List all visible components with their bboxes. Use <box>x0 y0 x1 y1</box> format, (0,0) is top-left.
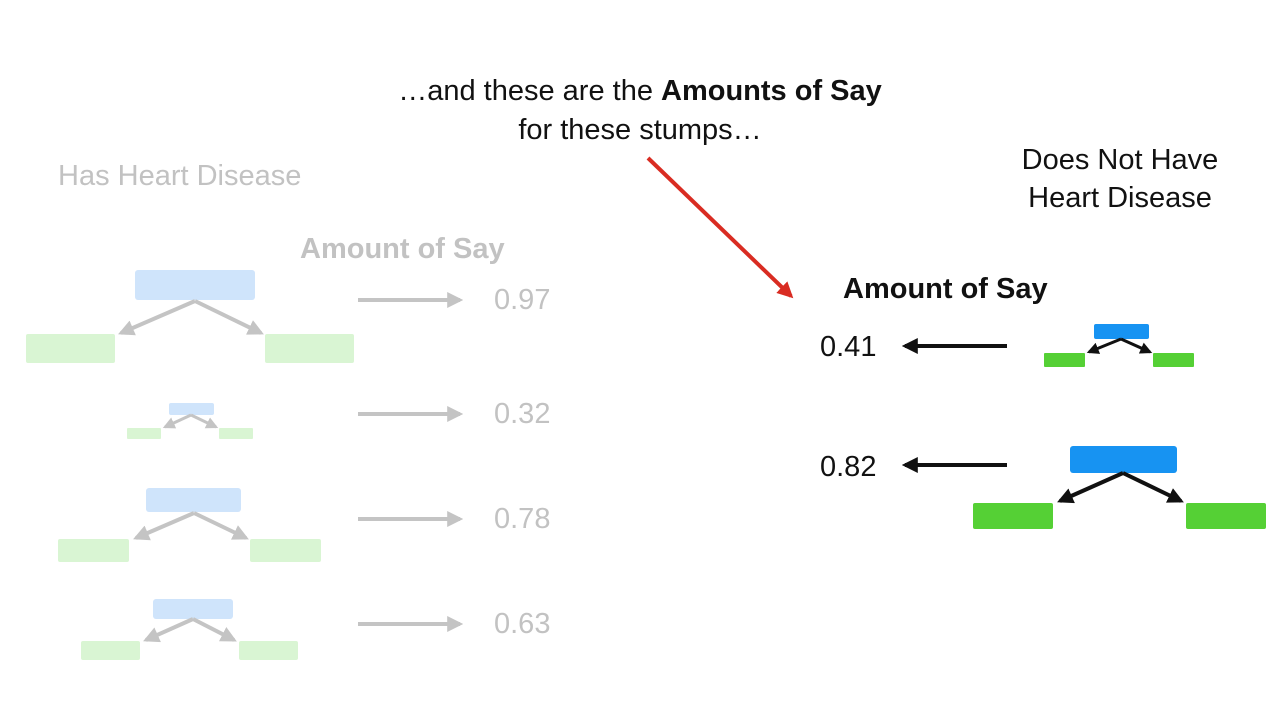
stump-root-node <box>169 403 214 415</box>
pointer-arrow <box>646 156 794 299</box>
stump-branch-arrow <box>162 413 192 429</box>
title-line-1: Does Not Have <box>1021 144 1219 176</box>
stump-leaf-node <box>239 641 298 660</box>
stump-leaf-node <box>1186 503 1266 529</box>
stump-root-node <box>153 599 233 619</box>
left-stump-1 <box>26 270 354 363</box>
stump-root-node <box>146 488 241 512</box>
stump-leaf-node <box>1153 353 1194 367</box>
stump-leaf-node <box>1044 353 1085 367</box>
stump-branch-arrow <box>1120 337 1153 354</box>
stump-leaf-node <box>81 641 140 660</box>
annotation-text: …and these are the Amounts of Say for th… <box>340 72 940 150</box>
left-say-value-2: 0.32 <box>494 398 551 430</box>
stump-branch-arrow <box>1086 337 1122 354</box>
left-say-value-3: 0.78 <box>494 503 551 535</box>
stump-branch-arrow <box>190 413 219 429</box>
stump-branch-arrow <box>143 617 194 643</box>
right-stump-2 <box>973 446 1266 529</box>
right-say-value-1: 0.41 <box>820 331 877 363</box>
stump-leaf-node <box>26 334 115 363</box>
right-stump-1 <box>1044 324 1194 367</box>
stump-leaf-node <box>250 539 321 562</box>
right-amount-of-say-header: Amount of Say <box>843 273 1048 305</box>
does-not-have-heart-disease-title: Does Not Have Heart Disease <box>990 141 1250 217</box>
stump-branch-arrow <box>118 299 196 336</box>
title-line-2: Heart Disease <box>1028 182 1212 214</box>
annotation-bold: Amounts of Say <box>661 75 882 107</box>
left-say-value-4: 0.63 <box>494 608 551 640</box>
left-stump-4 <box>81 599 298 660</box>
stump-root-node <box>135 270 255 300</box>
left-stump-2 <box>127 403 253 439</box>
stump-branch-arrow <box>193 511 249 540</box>
has-heart-disease-title: Has Heart Disease <box>58 160 302 192</box>
stump-leaf-node <box>219 428 253 439</box>
left-stump-3 <box>58 488 321 562</box>
stump-branch-arrow <box>192 617 237 642</box>
right-say-value-2: 0.82 <box>820 451 877 483</box>
stump-branch-arrow <box>1122 471 1184 503</box>
annotation-line-1: …and these are the Amounts of Say <box>340 72 940 111</box>
stump-leaf-node <box>58 539 129 562</box>
stump-leaf-node <box>973 503 1053 529</box>
stump-branch-arrow <box>194 299 264 335</box>
stump-root-node <box>1094 324 1149 339</box>
stump-leaf-node <box>265 334 354 363</box>
left-say-value-1: 0.97 <box>494 284 551 316</box>
annotation-line-2: for these stumps… <box>518 114 762 146</box>
annotation-prefix: …and these are the <box>398 75 662 107</box>
stump-branch-arrow <box>133 511 195 541</box>
stump-root-node <box>1070 446 1177 473</box>
left-amount-of-say-header: Amount of Say <box>300 233 505 265</box>
stump-branch-arrow <box>1057 471 1124 504</box>
stump-leaf-node <box>127 428 161 439</box>
